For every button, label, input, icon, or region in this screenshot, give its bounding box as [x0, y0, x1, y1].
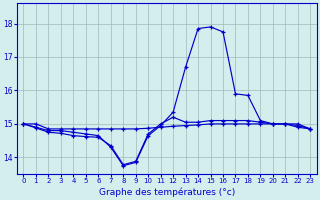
X-axis label: Graphe des températures (°c): Graphe des températures (°c)	[99, 187, 235, 197]
